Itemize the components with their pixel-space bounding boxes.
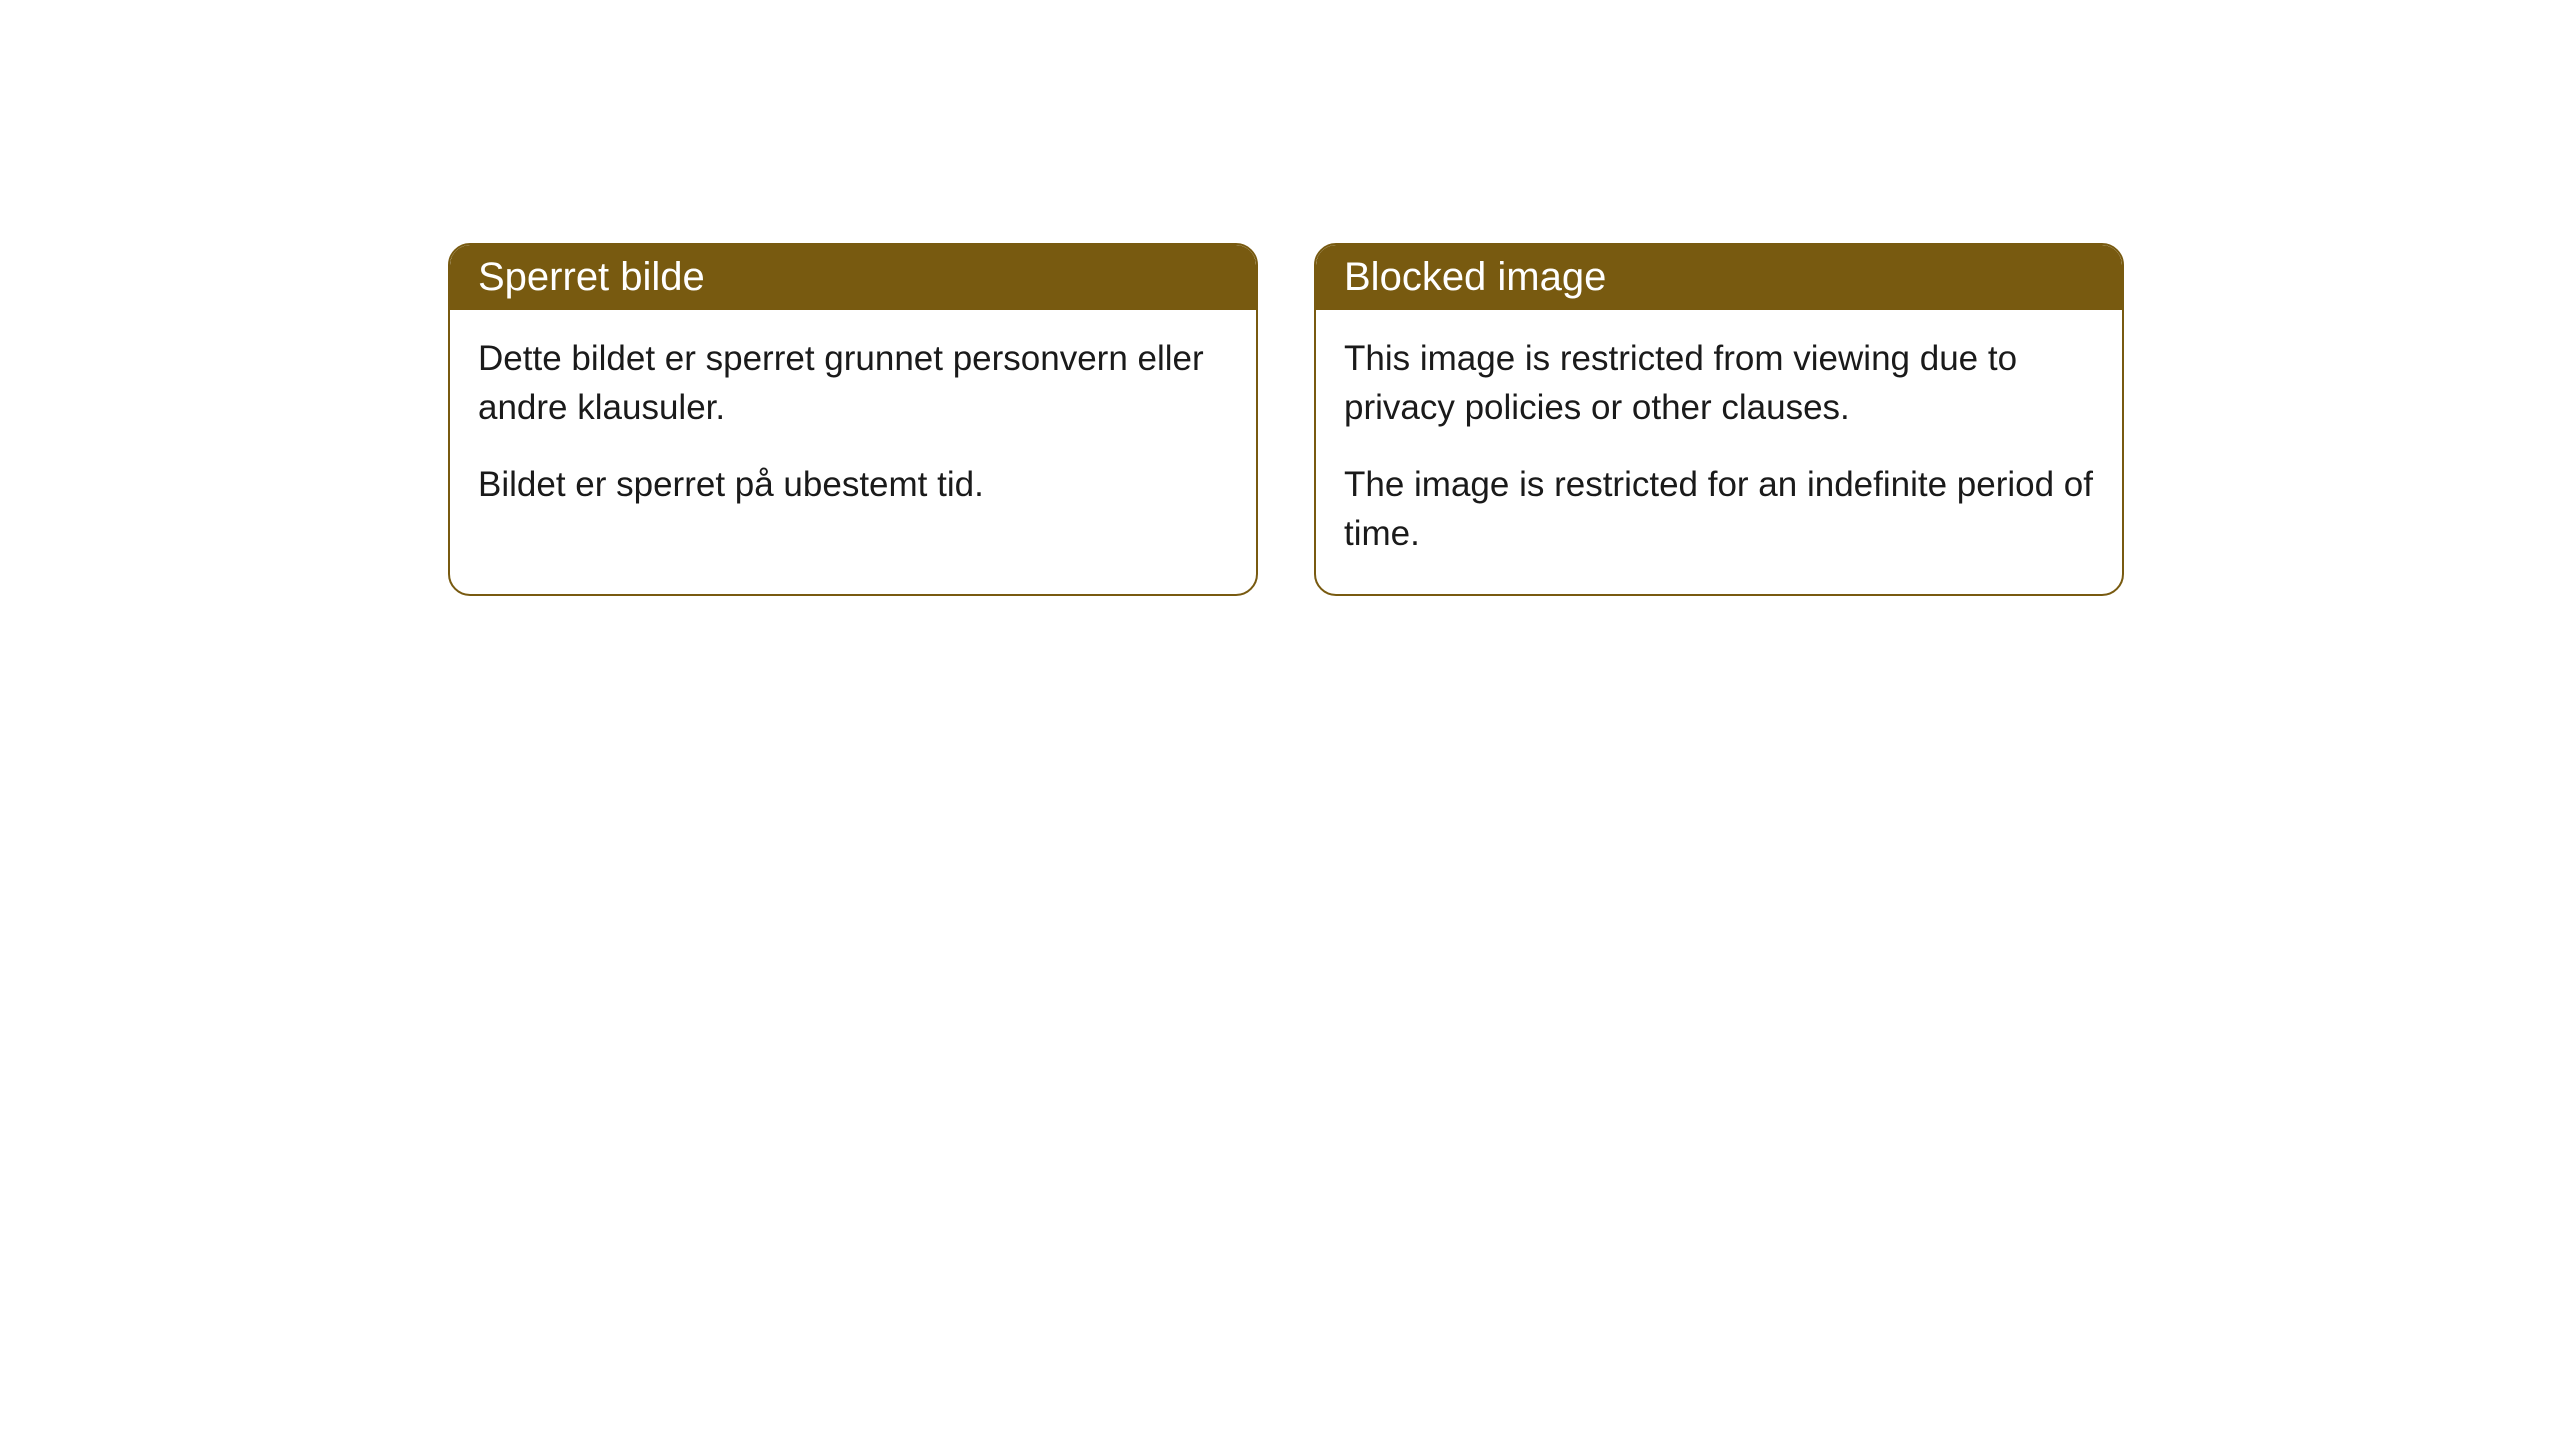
blocked-image-card-english: Blocked image This image is restricted f… (1314, 243, 2124, 596)
card-header: Sperret bilde (450, 245, 1256, 310)
card-header: Blocked image (1316, 245, 2122, 310)
card-title: Blocked image (1344, 255, 1606, 299)
notice-cards-container: Sperret bilde Dette bildet er sperret gr… (0, 0, 2560, 596)
card-body: Dette bildet er sperret grunnet personve… (450, 310, 1256, 545)
card-body: This image is restricted from viewing du… (1316, 310, 2122, 594)
card-text-line-1: Dette bildet er sperret grunnet personve… (478, 334, 1228, 432)
card-text-line-1: This image is restricted from viewing du… (1344, 334, 2094, 432)
blocked-image-card-norwegian: Sperret bilde Dette bildet er sperret gr… (448, 243, 1258, 596)
card-text-line-2: Bildet er sperret på ubestemt tid. (478, 460, 1228, 509)
card-title: Sperret bilde (478, 255, 705, 299)
card-text-line-2: The image is restricted for an indefinit… (1344, 460, 2094, 558)
